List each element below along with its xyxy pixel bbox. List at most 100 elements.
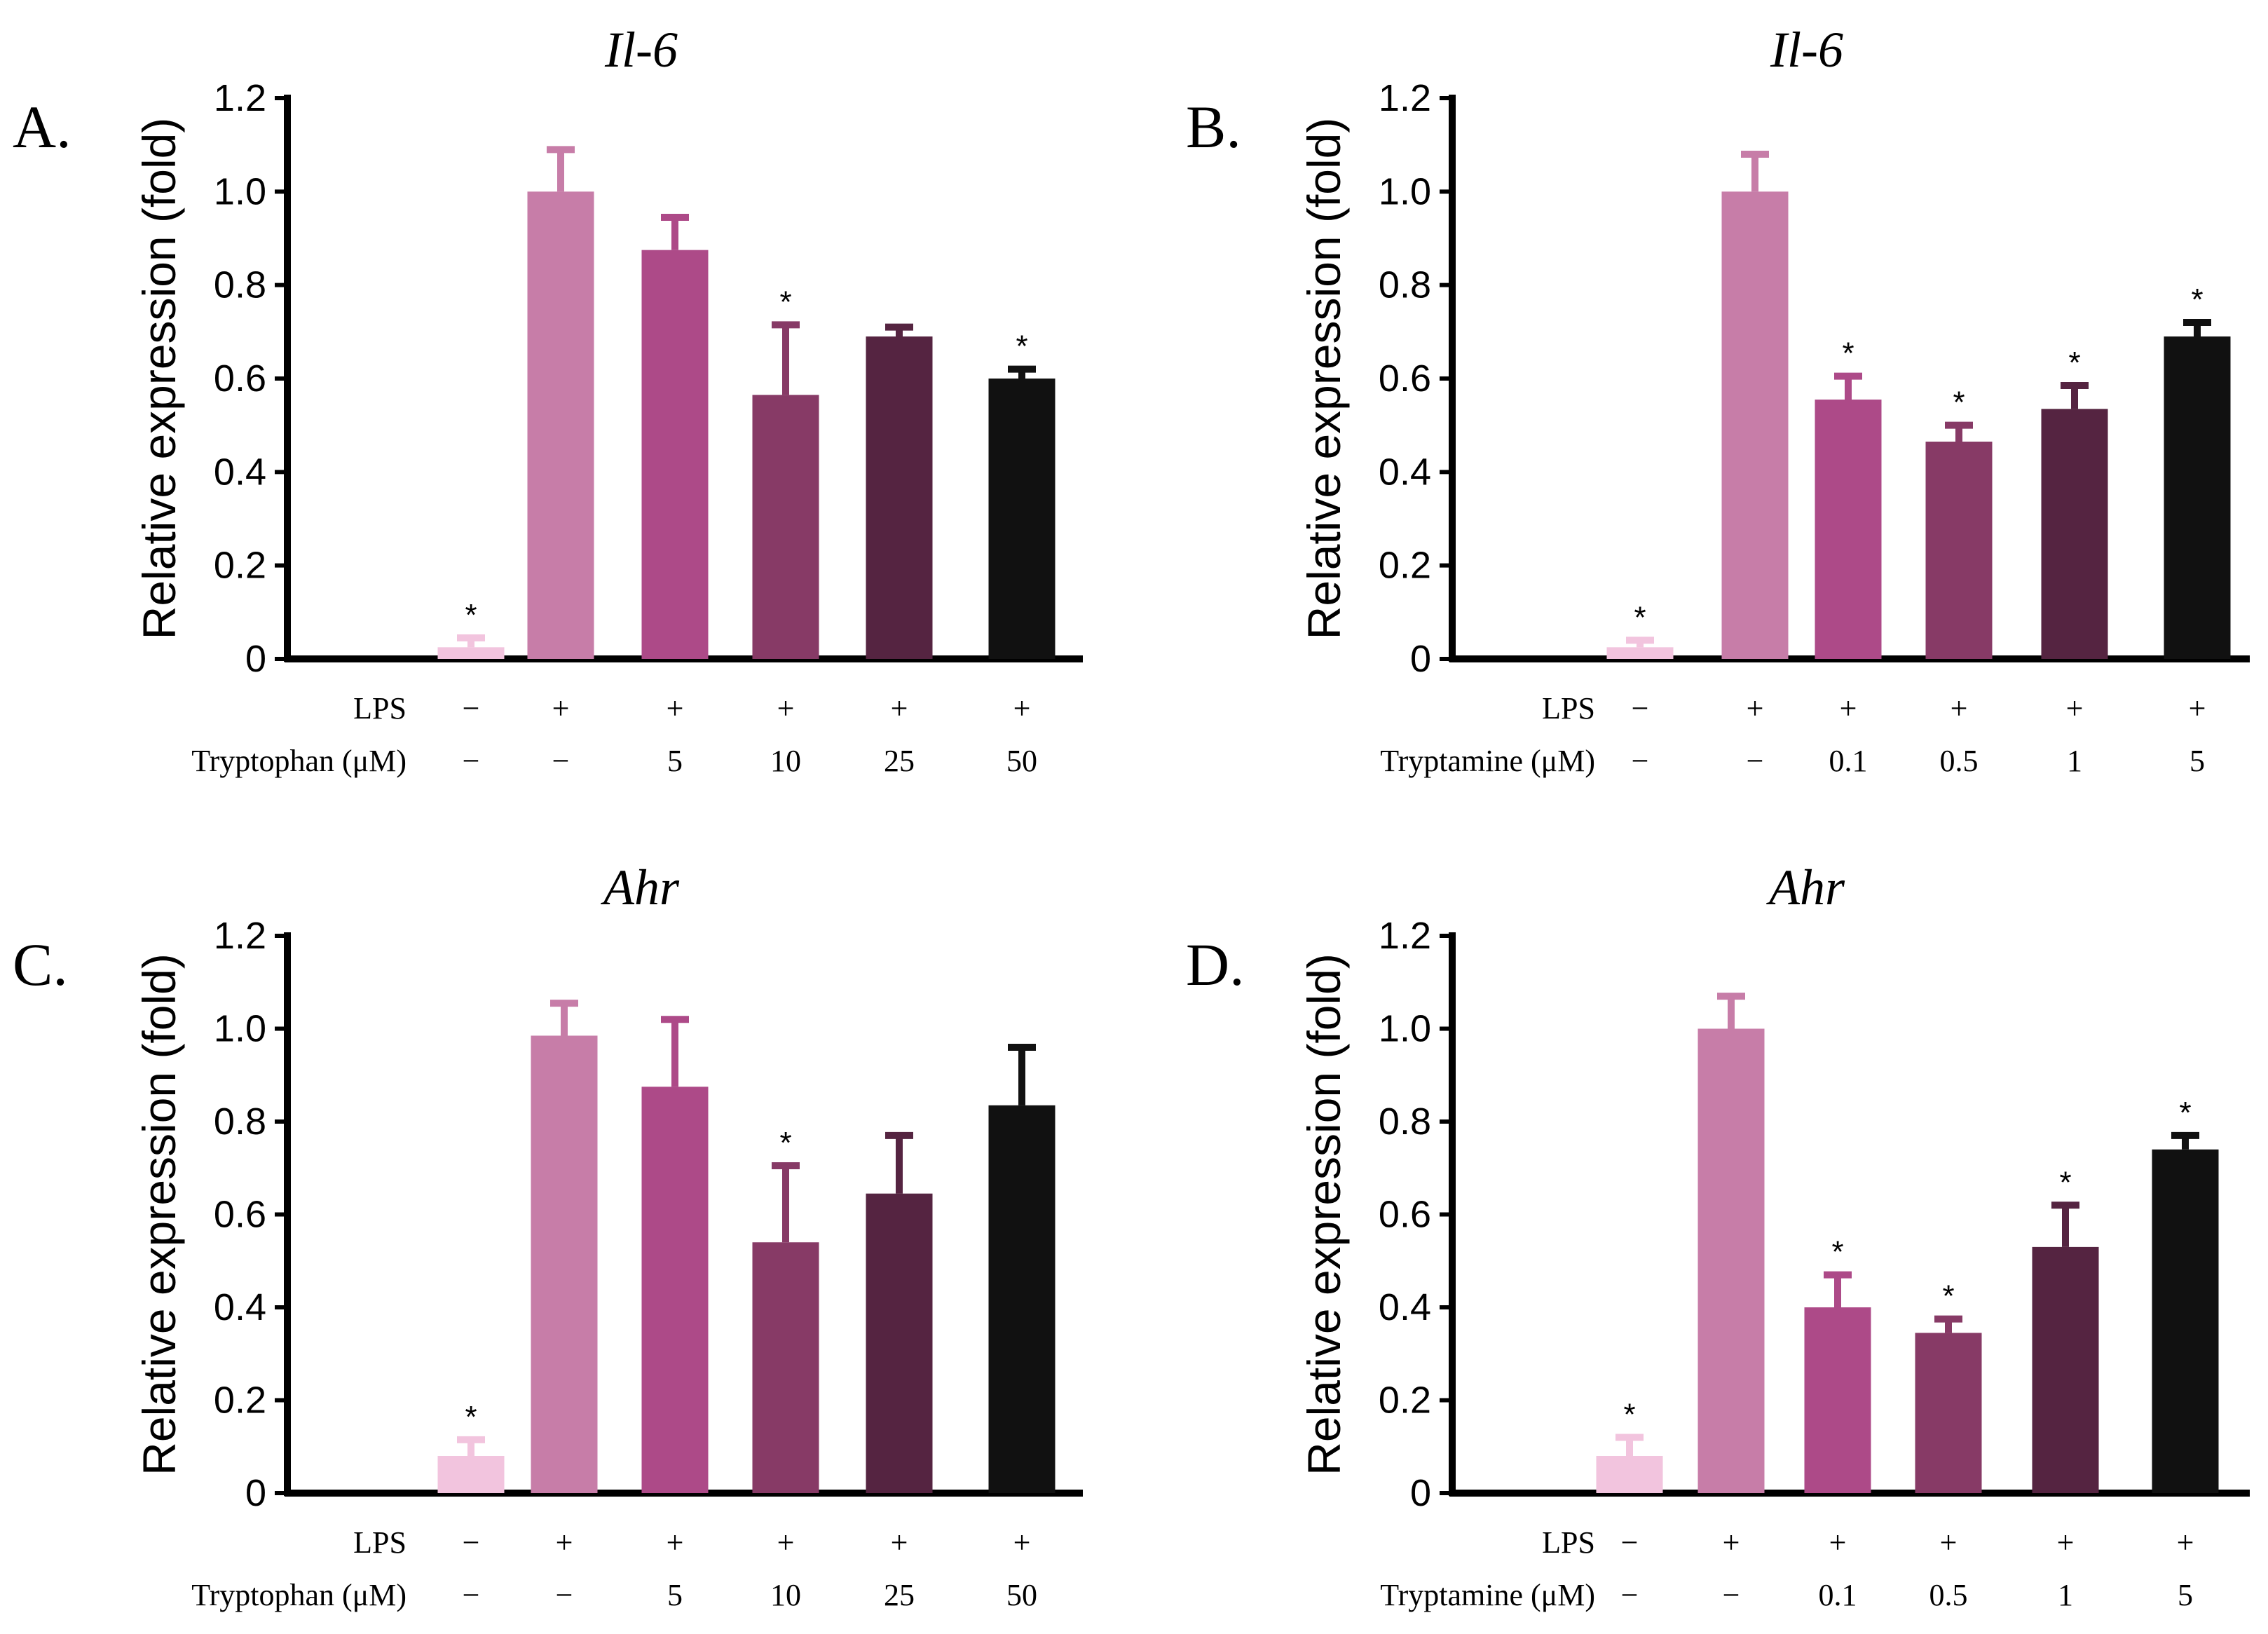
bar: [866, 1193, 933, 1493]
row-label: LPS: [353, 1525, 407, 1560]
row-cell: −: [1747, 744, 1764, 778]
row-cell: +: [1829, 1525, 1847, 1560]
row-cell: +: [2057, 1525, 2075, 1560]
row-cell: 0.1: [1829, 744, 1868, 778]
y-tick-label: 0.4: [214, 1286, 266, 1328]
row-cell: +: [556, 1525, 573, 1560]
y-tick-label: 0.8: [1379, 1101, 1431, 1143]
y-tick-label: 0.2: [1379, 545, 1431, 587]
y-tick-label: 0.4: [214, 451, 266, 493]
row-cell: −: [463, 1525, 480, 1560]
bar: [988, 379, 1056, 659]
y-axis-label: Relative expression (fold): [1298, 953, 1350, 1476]
row-label: Tryptamine (μM): [1380, 1578, 1595, 1612]
row-cell: +: [1840, 691, 1857, 726]
row-cell: 5: [2178, 1578, 2193, 1612]
y-tick-label: 0.4: [1379, 451, 1431, 493]
y-tick-label: 1.0: [214, 1008, 266, 1050]
row-cell: 1: [2058, 1578, 2073, 1612]
row-cell: 5: [667, 744, 683, 778]
chart-title: Ahr: [601, 859, 680, 915]
row-cell: 0.5: [1940, 744, 1979, 778]
row-cell: −: [463, 691, 480, 726]
bar: [2041, 409, 2108, 659]
row-cell: +: [777, 1525, 795, 1560]
row-cell: −: [1621, 1525, 1639, 1560]
row-cell: −: [556, 1578, 573, 1612]
y-tick-label: 0.8: [214, 1101, 266, 1143]
row-label: Tryptamine (μM): [1380, 744, 1595, 778]
significance-star: *: [1842, 336, 1854, 371]
bar: [527, 191, 594, 659]
row-cell: 5: [2190, 744, 2205, 778]
row-cell: +: [2177, 1525, 2194, 1560]
significance-star: *: [1634, 600, 1646, 634]
significance-star: *: [1953, 386, 1965, 420]
row-label: LPS: [1542, 1525, 1595, 1560]
y-tick-label: 0.6: [214, 358, 266, 400]
bar: [1804, 1307, 1871, 1493]
bar: [531, 1035, 598, 1493]
y-tick-label: 0.2: [1379, 1380, 1431, 1422]
row-cell: +: [667, 1525, 684, 1560]
row-cell: −: [463, 744, 480, 778]
row-cell: +: [2189, 691, 2206, 726]
row-cell: 1: [2067, 744, 2082, 778]
bar: [2152, 1149, 2219, 1493]
bar: [752, 395, 819, 659]
row-cell: −: [1632, 744, 1649, 778]
significance-star: *: [2059, 1165, 2071, 1199]
y-tick-label: 1.0: [214, 170, 266, 212]
row-cell: −: [463, 1578, 480, 1612]
y-tick-label: 0.8: [214, 264, 266, 306]
row-cell: +: [1747, 691, 1764, 726]
significance-star: *: [779, 1126, 791, 1160]
row-label: Tryptophan (μM): [191, 1578, 407, 1612]
row-cell: −: [1621, 1578, 1639, 1612]
row-cell: +: [891, 691, 908, 726]
y-tick-label: 1.0: [1379, 1008, 1431, 1050]
row-cell: +: [667, 691, 684, 726]
row-cell: +: [2066, 691, 2084, 726]
bar: [1721, 191, 1789, 659]
chart-title: Ahr: [1766, 859, 1845, 915]
y-tick-label: 0.2: [214, 1380, 266, 1422]
significance-star: *: [1623, 1398, 1635, 1432]
y-axis-label: Relative expression (fold): [1298, 118, 1350, 640]
bar: [2164, 336, 2231, 659]
panel-label: B.: [1186, 93, 1241, 161]
row-cell: −: [1632, 691, 1649, 726]
y-tick-label: 0.2: [214, 545, 266, 587]
y-tick-label: 1.2: [1379, 77, 1431, 119]
bar: [1697, 1028, 1765, 1493]
row-label: LPS: [353, 691, 407, 726]
row-cell: +: [1940, 1525, 1958, 1560]
bar: [2032, 1246, 2099, 1493]
significance-star: *: [465, 1400, 477, 1434]
bar: [1606, 647, 1674, 659]
significance-star: *: [2068, 346, 2080, 380]
row-cell: +: [777, 691, 795, 726]
y-axis-label: Relative expression (fold): [133, 118, 185, 640]
panel-c: C. Ahr Relative expression (fold) 0 0.2 0.4 0.…: [13, 859, 1083, 1612]
significance-star: *: [1942, 1279, 1954, 1314]
bar: [1596, 1456, 1663, 1493]
y-tick-label: 0.6: [1379, 358, 1431, 400]
panel-label: D.: [1186, 931, 1245, 998]
row-cell: +: [1723, 1525, 1740, 1560]
significance-star: *: [2191, 282, 2203, 317]
row-cell: 25: [884, 744, 915, 778]
row-cell: 50: [1006, 1578, 1037, 1612]
row-cell: 0.1: [1819, 1578, 1857, 1612]
y-tick-label: 1.2: [214, 915, 266, 957]
significance-star: *: [1831, 1235, 1843, 1269]
row-cell: +: [1013, 691, 1031, 726]
y-tick-label: 1.2: [1379, 915, 1431, 957]
bar: [437, 647, 505, 659]
bar: [1915, 1333, 1982, 1493]
y-tick-label: 0: [245, 1472, 266, 1514]
bar: [1815, 400, 1882, 659]
row-cell: 0.5: [1929, 1578, 1968, 1612]
bar: [988, 1105, 1056, 1493]
y-tick-label: 0.8: [1379, 264, 1431, 306]
